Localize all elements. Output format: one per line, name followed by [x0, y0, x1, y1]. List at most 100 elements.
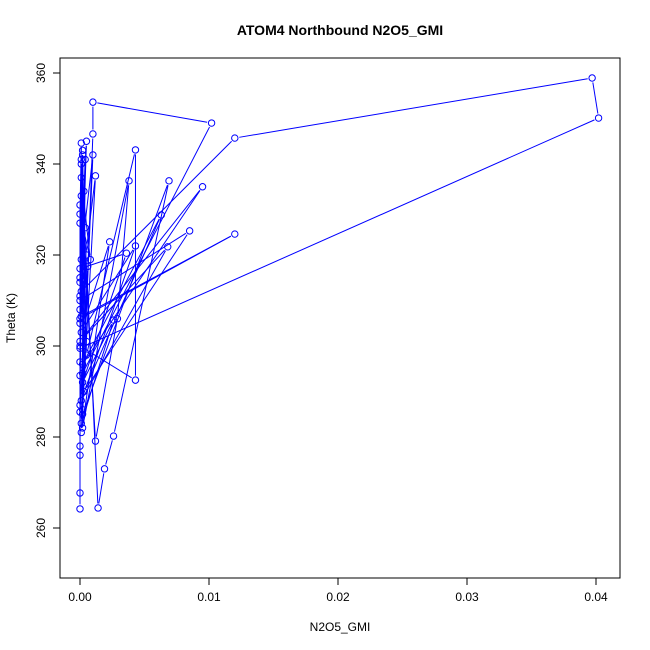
data-point — [80, 387, 88, 396]
data-point — [94, 504, 102, 512]
data-point — [77, 155, 85, 164]
data-point — [76, 319, 84, 327]
data-point — [131, 146, 140, 154]
series-segment — [82, 324, 113, 420]
series-segment — [95, 323, 118, 437]
data-point — [76, 210, 84, 218]
data-point — [78, 378, 87, 387]
series-segment — [79, 259, 87, 408]
series-segment — [84, 126, 210, 370]
data-point — [594, 114, 603, 122]
data-point — [109, 316, 118, 324]
series-segment — [84, 323, 112, 379]
data-point — [131, 242, 140, 250]
data-point — [77, 160, 85, 168]
data-point — [78, 410, 87, 418]
data-point — [76, 489, 84, 497]
series-segment — [83, 347, 132, 379]
series-segment — [592, 82, 599, 114]
data-point — [231, 134, 239, 142]
data-point — [76, 278, 84, 286]
data-point — [76, 201, 84, 209]
data-point — [198, 183, 207, 191]
data-point — [86, 255, 95, 264]
data-point — [82, 337, 91, 346]
data-point — [231, 230, 239, 238]
data-point — [109, 432, 118, 440]
data-point — [89, 130, 97, 138]
series-segment — [83, 184, 168, 411]
data-point — [77, 173, 85, 182]
data-point — [76, 344, 84, 352]
data-point — [207, 119, 216, 127]
data-point — [76, 505, 84, 513]
data-point — [76, 305, 84, 314]
data-point — [76, 274, 84, 282]
data-point — [76, 264, 84, 273]
series-segment — [105, 440, 113, 465]
data-point — [588, 74, 596, 82]
x-tick-label: 0.01 — [197, 590, 221, 604]
data-point — [185, 227, 194, 235]
series-segment — [85, 235, 232, 315]
data-point — [164, 243, 172, 251]
data-point — [76, 371, 84, 380]
series-segment — [85, 218, 160, 388]
data-point — [76, 401, 84, 409]
x-tick-label: 0.00 — [68, 590, 92, 604]
y-axis-label: Theta (K) — [4, 293, 18, 343]
data-point — [82, 137, 91, 145]
data-point — [81, 224, 89, 232]
y-tick-label: 260 — [34, 518, 48, 538]
series-segment — [79, 195, 85, 292]
data-point — [131, 376, 140, 384]
data-point — [165, 177, 173, 185]
data-point — [76, 342, 84, 350]
data-point — [78, 369, 87, 377]
data-point — [113, 315, 122, 323]
series-segment — [83, 119, 595, 347]
data-point — [78, 146, 87, 155]
data-point — [125, 177, 133, 185]
data-point — [89, 151, 97, 159]
data-point — [80, 187, 88, 196]
data-point — [105, 238, 114, 246]
x-tick-label: 0.03 — [455, 590, 479, 604]
data-point — [157, 211, 165, 219]
series-segment — [82, 138, 94, 406]
y-tick-label: 300 — [34, 336, 48, 356]
data-point — [76, 292, 84, 300]
data-point — [77, 419, 85, 428]
series-segment — [82, 189, 201, 339]
plot-frame — [59, 57, 621, 579]
data-point — [78, 360, 87, 368]
y-tick-label: 280 — [34, 427, 48, 447]
data-point — [76, 219, 84, 227]
data-point — [76, 451, 84, 459]
data-point — [77, 396, 85, 405]
x-tick-label: 0.02 — [326, 590, 350, 604]
series-segment — [239, 78, 588, 138]
series-segment — [83, 249, 134, 329]
y-tick-label: 340 — [34, 154, 48, 174]
data-point — [77, 312, 85, 321]
data-point — [100, 465, 109, 473]
y-tick-label: 320 — [34, 245, 48, 265]
series-segment — [81, 246, 110, 429]
series-segment — [114, 185, 169, 432]
data-point — [78, 151, 87, 159]
series-segment — [87, 154, 135, 351]
data-point — [82, 351, 91, 359]
data-point — [77, 139, 85, 147]
data-point — [82, 251, 91, 259]
data-point — [77, 428, 85, 437]
chart-title: ATOM4 Northbound N2O5_GMI — [237, 22, 443, 38]
x-tick-label: 0.04 — [584, 590, 608, 604]
data-point — [89, 98, 97, 106]
data-point — [91, 437, 100, 445]
data-point — [76, 442, 84, 450]
series-segment — [98, 473, 105, 504]
data-point — [76, 296, 84, 305]
data-point — [76, 358, 84, 366]
